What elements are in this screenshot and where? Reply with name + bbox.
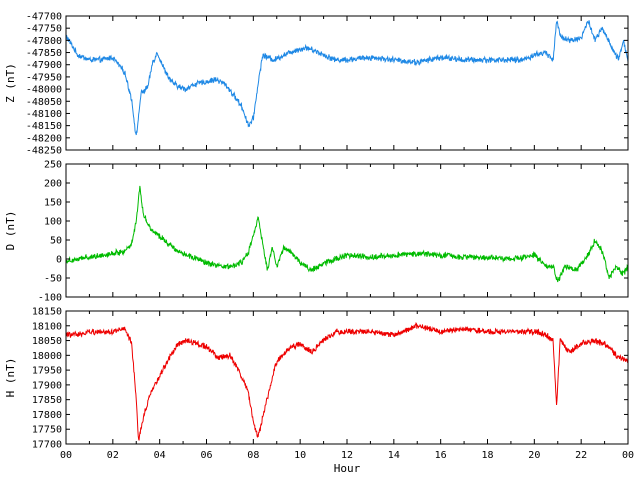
- plot-frame: [65, 15, 629, 151]
- y-tick-label: 17850: [32, 395, 62, 406]
- y-tick-label: 17750: [32, 425, 62, 436]
- y-tick-label: 250: [44, 160, 62, 171]
- y-tick-label: -47700: [26, 12, 62, 23]
- y-tick-label: 0: [56, 255, 62, 266]
- y-tick-label: -48050: [26, 97, 62, 108]
- y-tick-label: 17700: [32, 440, 62, 451]
- y-tick-label: -47900: [26, 60, 62, 71]
- x-tick-label: 10: [294, 450, 306, 461]
- x-axis-label: Hour: [334, 462, 361, 475]
- y-tick-label: -48100: [26, 109, 62, 120]
- y-tick-label: 100: [44, 217, 62, 228]
- y-tick-label: -47950: [26, 72, 62, 83]
- series-line: [65, 20, 629, 136]
- y-tick-label: 50: [50, 236, 62, 247]
- y-axis-label: D (nT): [4, 211, 17, 251]
- y-tick-label: 150: [44, 198, 62, 209]
- series-line: [65, 185, 629, 283]
- panel-2: 18150 18100 18050 18000 17950 17900 17850 17800…: [4, 307, 634, 476]
- y-tick-label: 17800: [32, 410, 62, 421]
- y-tick-label: 18100: [32, 321, 62, 332]
- y-tick-label: 18000: [32, 351, 62, 362]
- x-tick-label: 08: [247, 450, 259, 461]
- y-tick-label: 17900: [32, 380, 62, 391]
- x-tick-label: 04: [154, 450, 166, 461]
- y-tick-label: -48000: [26, 85, 62, 96]
- y-tick-label: -100: [38, 293, 62, 304]
- y-tick-label: -48150: [26, 121, 62, 132]
- x-tick-label: 06: [200, 450, 212, 461]
- x-tick-label: 22: [575, 450, 587, 461]
- x-tick-label: 14: [388, 450, 400, 461]
- panel-0: -47700-47750-47800-47850-47900-47950 -480…: [4, 12, 629, 157]
- y-tick-label: -47800: [26, 36, 62, 47]
- y-axis-label: H (nT): [4, 358, 17, 398]
- y-tick-label: 18050: [32, 336, 62, 347]
- panel-1: 250 200 150 100 50 0 -50 -100 D (nT): [4, 160, 629, 304]
- y-tick-label: 17950: [32, 366, 62, 377]
- x-tick-label: 18: [481, 450, 493, 461]
- y-tick-label: 18150: [32, 307, 62, 318]
- y-tick-label: 200: [44, 179, 62, 190]
- x-tick-label: 00: [622, 450, 634, 461]
- series-line: [65, 321, 629, 441]
- y-tick-label: -50: [44, 274, 62, 285]
- y-tick-label: -48200: [26, 133, 62, 144]
- x-tick-label: 20: [528, 450, 540, 461]
- y-tick-label: -48250: [26, 146, 62, 157]
- x-tick-label: 00: [60, 450, 72, 461]
- x-tick-label: 16: [435, 450, 447, 461]
- y-axis-label: Z (nT): [4, 63, 17, 103]
- y-tick-label: -47750: [26, 24, 62, 35]
- x-tick-label: 12: [341, 450, 353, 461]
- x-tick-label: 02: [107, 450, 119, 461]
- y-tick-label: -47850: [26, 48, 62, 59]
